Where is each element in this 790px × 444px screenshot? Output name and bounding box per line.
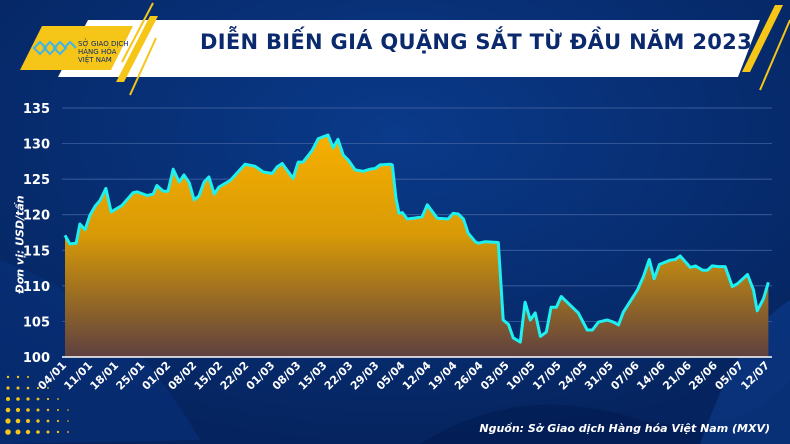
- x-tick-label: 25/01: [114, 359, 148, 393]
- x-tick-label: 12/07: [738, 359, 772, 393]
- area-fill: [65, 135, 769, 357]
- y-tick-label: 120: [23, 209, 50, 224]
- x-tick-label: 29/03: [348, 359, 382, 393]
- x-tick-label: 11/01: [61, 359, 95, 393]
- header-band: [58, 20, 760, 77]
- page-title: DIỄN BIẾN GIÁ QUẶNG SẮT TỪ ĐẦU NĂM 2023: [200, 30, 753, 54]
- x-tick-label: 24/05: [556, 359, 590, 393]
- x-tick-label: 15/03: [296, 359, 330, 393]
- x-tick-label: 01/02: [140, 359, 174, 393]
- y-tick-label: 130: [23, 138, 50, 153]
- x-tick-label: 01/03: [244, 359, 278, 393]
- logo-line: HÀNG HÓA: [78, 48, 117, 56]
- x-tick-label: 22/02: [218, 359, 252, 393]
- y-axis-label: Đơn vị: USD/tấn: [13, 195, 27, 294]
- logo-text: SỞ GIAO DỊCH HÀNG HÓA VIỆT NAM: [78, 40, 129, 64]
- x-tick-label: 10/05: [504, 359, 538, 393]
- logo-mark-icon: [32, 40, 77, 56]
- source-note: Nguồn: Sở Giao dịch Hàng hóa Việt Nam (M…: [479, 422, 770, 435]
- dot-pattern: [5, 375, 69, 435]
- x-tick-label: 08/03: [270, 359, 304, 393]
- y-tick-label: 105: [23, 315, 50, 330]
- x-tick-label: 31/05: [582, 359, 616, 393]
- x-tick-label: 05/07: [712, 359, 746, 393]
- x-tick-label: 03/05: [478, 359, 512, 393]
- y-tick-label: 110: [23, 280, 50, 295]
- logo-line: SỞ GIAO DỊCH: [78, 40, 129, 48]
- price-line: [63, 133, 770, 344]
- y-tick-label: 115: [23, 244, 50, 259]
- x-tick-label: 08/02: [166, 359, 200, 393]
- x-tick-label: 15/02: [192, 359, 226, 393]
- logo-line: VIỆT NAM: [78, 56, 112, 64]
- logo-block: [20, 26, 133, 70]
- y-tick-label: 135: [23, 102, 50, 117]
- x-tick-label: 17/05: [530, 359, 564, 393]
- x-tick-label: 22/03: [322, 359, 356, 393]
- y-tick-label: 125: [23, 173, 50, 188]
- y-tick-label: 100: [23, 351, 50, 366]
- x-tick-label: 18/01: [88, 359, 122, 393]
